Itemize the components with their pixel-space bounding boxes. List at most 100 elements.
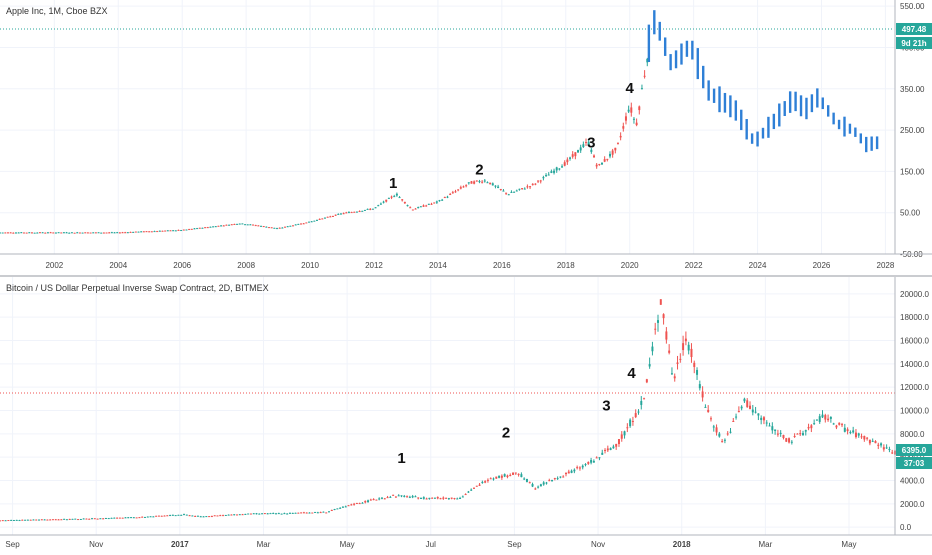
apple-candle-body xyxy=(443,197,446,199)
apple-candle-body xyxy=(76,232,79,234)
apple-projection-bar xyxy=(837,119,841,130)
bitcoin-candle-body xyxy=(149,516,152,518)
apple-candle-body xyxy=(297,223,300,225)
apple-candle-body xyxy=(137,231,140,233)
bitcoin-candle-body xyxy=(146,516,149,518)
bitcoin-candle-body xyxy=(514,472,517,474)
apple-candle-body xyxy=(214,226,217,228)
bitcoin-price-tick: 10000.0 xyxy=(900,407,929,416)
bitcoin-time-axis[interactable]: Sep Nov 2017 Mar May Jul Sep Nov 2018 Mar May xyxy=(5,540,856,549)
apple-candle-body xyxy=(17,232,20,234)
bitcoin-candle-body xyxy=(99,518,102,520)
bitcoin-panel[interactable]: Bitcoin / US Dollar Perpetual Inverse Sw… xyxy=(0,277,932,549)
apple-candle-body xyxy=(289,225,292,227)
apple-candle-body xyxy=(526,186,529,188)
apple-candle-body xyxy=(454,191,457,193)
bitcoin-candle-body xyxy=(486,479,489,481)
bitcoin-candle-body xyxy=(760,417,763,420)
bitcoin-price-tick: 16000.0 xyxy=(900,337,929,346)
apple-candle-body xyxy=(44,232,47,234)
bitcoin-chart-title: Bitcoin / US Dollar Perpetual Inverse Sw… xyxy=(6,283,269,293)
apple-candle-body xyxy=(174,230,177,232)
apple-candle-body xyxy=(433,202,436,204)
apple-panel[interactable]: Apple Inc, 1M, Cboe BZX 1 2 3 4 550.00 4 50.0… xyxy=(0,0,932,270)
bitcoin-candle-body xyxy=(311,512,314,514)
bitcoin-candle-body xyxy=(383,498,386,500)
bitcoin-candle-body xyxy=(397,495,400,497)
bitcoin-candle-body xyxy=(651,346,654,352)
bitcoin-candle-body xyxy=(216,515,219,517)
apple-time-axis[interactable]: 2002 2004 2006 2008 2010 2012 2014 2016 2018 2020… xyxy=(45,261,894,270)
apple-candle-body xyxy=(353,211,356,213)
bitcoin-candle-body xyxy=(157,515,160,517)
apple-candle-body xyxy=(62,232,65,234)
apple-candle-body xyxy=(244,224,247,226)
apple-candle-body xyxy=(481,181,484,183)
bitcoin-candle-body xyxy=(849,432,852,434)
apple-candle-body xyxy=(430,203,433,205)
apple-projection-bar xyxy=(843,116,846,137)
bitcoin-candle-body xyxy=(598,457,601,459)
apple-last-price-label: 497.48 xyxy=(902,25,927,34)
apple-candle-body xyxy=(422,205,425,207)
apple-candle-body xyxy=(153,231,156,233)
apple-countdown-label: 9d 21h xyxy=(901,39,926,48)
apple-time-tick: 2026 xyxy=(813,261,831,270)
apple-candle-body xyxy=(406,205,409,207)
bitcoin-candle-body xyxy=(375,499,378,501)
bitcoin-candle-body xyxy=(283,513,286,515)
bitcoin-candle-body xyxy=(509,474,512,477)
apple-time-tick: 2022 xyxy=(685,261,703,270)
bitcoin-candle-body xyxy=(877,444,880,446)
bitcoin-candle-body xyxy=(885,447,888,449)
bitcoin-candle-body xyxy=(130,517,133,519)
bitcoin-price-tick: 20000.0 xyxy=(900,290,929,299)
bitcoin-candle-body xyxy=(21,519,24,521)
bitcoin-candle-body xyxy=(102,518,105,520)
apple-candle-body xyxy=(299,223,302,225)
bitcoin-candle-body xyxy=(32,519,35,521)
apple-candle-body xyxy=(489,182,492,185)
bitcoin-candle-body xyxy=(135,517,138,519)
bitcoin-candle-body xyxy=(380,497,383,499)
apple-candle-body xyxy=(465,185,468,187)
bitcoin-candle-body xyxy=(643,398,646,400)
bitcoin-candle-body xyxy=(576,467,579,469)
bitcoin-candle-body xyxy=(436,497,439,499)
bitcoin-candle-body xyxy=(364,500,367,503)
apple-candle-body xyxy=(478,181,481,183)
bitcoin-candle-body xyxy=(617,439,620,445)
bitcoin-candle-body xyxy=(634,413,637,418)
bitcoin-candle-body xyxy=(277,513,280,515)
bitcoin-candle-body xyxy=(244,513,247,515)
bitcoin-candle-body xyxy=(682,343,685,351)
bitcoin-candle-body xyxy=(219,515,222,517)
apple-projection-bar xyxy=(691,40,694,60)
bitcoin-candle-body xyxy=(860,436,863,438)
bitcoin-time-tick: Nov xyxy=(591,540,605,549)
bitcoin-candle-body xyxy=(266,513,269,515)
bitcoin-candle-body xyxy=(152,516,155,518)
bitcoin-candle-body xyxy=(194,515,197,517)
bitcoin-candle-body xyxy=(475,485,478,487)
bitcoin-candle-body xyxy=(484,481,487,483)
bitcoin-candle-body xyxy=(888,448,891,450)
bitcoin-candle-body xyxy=(461,496,464,498)
bitcoin-candle-body xyxy=(431,497,434,499)
bitcoin-candle-body xyxy=(213,515,216,517)
apple-projection-bar xyxy=(805,97,808,120)
apple-candle-body xyxy=(611,150,614,155)
apple-candle-body xyxy=(507,194,510,196)
bitcoin-candle-body xyxy=(199,516,202,518)
bitcoin-candle-body xyxy=(355,503,358,505)
bitcoin-candle-body xyxy=(790,441,793,443)
bitcoin-candle-body xyxy=(249,513,252,515)
apple-candle-body xyxy=(502,190,505,192)
apple-candle-body xyxy=(252,224,255,226)
bitcoin-candle-body xyxy=(353,503,356,505)
bitcoin-candle-body xyxy=(143,516,146,518)
apple-candle-body xyxy=(555,167,558,171)
apple-candle-body xyxy=(140,231,143,233)
bitcoin-candle-body xyxy=(46,519,49,521)
